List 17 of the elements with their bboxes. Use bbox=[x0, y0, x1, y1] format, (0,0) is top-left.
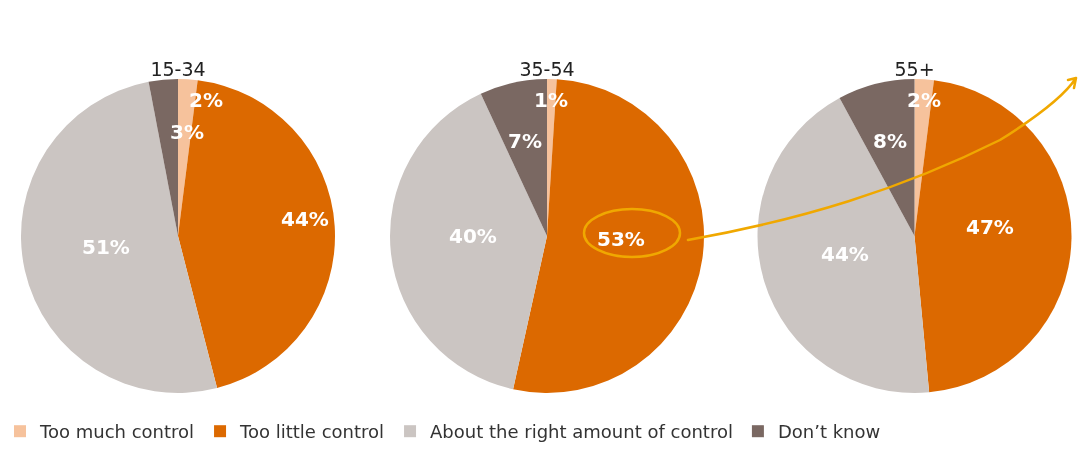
data-label: 40% bbox=[449, 224, 497, 248]
data-label: 8% bbox=[873, 129, 907, 153]
legend-label: Don’t know bbox=[777, 421, 881, 443]
chart-title: 35-54 bbox=[519, 58, 575, 80]
legend-label: About the right amount of control bbox=[430, 421, 733, 443]
legend-label: Too much control bbox=[39, 421, 195, 443]
chart-title: 55+ bbox=[894, 58, 935, 80]
data-label: 44% bbox=[281, 207, 329, 231]
data-label: 44% bbox=[821, 242, 869, 266]
data-label: 47% bbox=[966, 215, 1014, 239]
data-label: 51% bbox=[82, 235, 130, 259]
legend-label: Too little control bbox=[239, 421, 385, 443]
data-label: 53% bbox=[597, 227, 645, 251]
data-label: 3% bbox=[170, 120, 204, 144]
data-label: 1% bbox=[534, 88, 568, 112]
chart-title: 15-34 bbox=[150, 58, 206, 80]
data-label: 7% bbox=[508, 129, 542, 153]
